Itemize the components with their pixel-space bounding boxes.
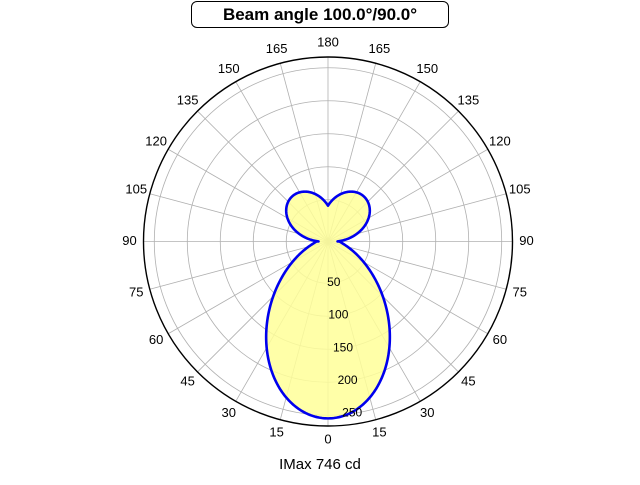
- svg-text:100: 100: [328, 308, 348, 322]
- svg-text:50: 50: [327, 275, 341, 289]
- svg-text:15: 15: [269, 425, 283, 440]
- svg-text:200: 200: [338, 373, 358, 387]
- svg-text:180: 180: [317, 34, 339, 49]
- svg-text:0: 0: [324, 431, 331, 446]
- svg-text:105: 105: [125, 182, 147, 197]
- svg-text:150: 150: [218, 61, 240, 76]
- svg-text:120: 120: [489, 134, 511, 149]
- svg-text:30: 30: [222, 405, 236, 420]
- svg-text:75: 75: [513, 284, 527, 299]
- svg-text:165: 165: [369, 41, 391, 56]
- svg-text:165: 165: [266, 41, 288, 56]
- svg-text:250: 250: [342, 406, 362, 420]
- svg-text:150: 150: [333, 340, 353, 354]
- svg-text:120: 120: [145, 134, 167, 149]
- svg-text:15: 15: [372, 425, 386, 440]
- svg-text:75: 75: [129, 284, 143, 299]
- svg-text:45: 45: [180, 373, 194, 388]
- svg-text:150: 150: [416, 61, 438, 76]
- svg-text:30: 30: [420, 405, 434, 420]
- svg-text:60: 60: [149, 332, 163, 347]
- svg-text:135: 135: [458, 93, 480, 108]
- svg-text:45: 45: [461, 373, 475, 388]
- svg-text:105: 105: [509, 182, 531, 197]
- svg-text:135: 135: [177, 93, 199, 108]
- svg-text:90: 90: [122, 233, 136, 248]
- svg-text:90: 90: [519, 233, 533, 248]
- svg-text:60: 60: [493, 332, 507, 347]
